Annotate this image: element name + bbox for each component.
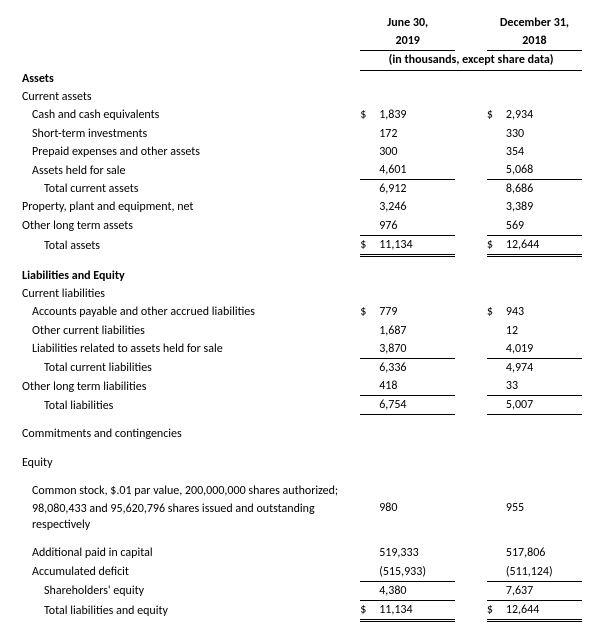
units-note: (in thousands, except share data) — [360, 51, 582, 70]
row-value: 11,134 — [379, 600, 455, 620]
currency-symbol: $ — [360, 106, 379, 124]
row-value: 172 — [379, 125, 455, 143]
currency-symbol: $ — [360, 303, 379, 321]
row-value: 4,974 — [506, 358, 582, 377]
current-liabilities-header: Current liabilities — [18, 285, 360, 303]
table-row: Assets held for sale 4,601 5,068 — [18, 161, 582, 180]
row-value: 519,333 — [379, 544, 455, 562]
row-value: 418 — [379, 377, 455, 396]
row-label: Total liabilities — [18, 396, 360, 415]
row-value: 12,644 — [506, 235, 582, 255]
row-label: Common stock, $.01 par value, 200,000,00… — [18, 482, 360, 500]
equity-header: Equity — [18, 454, 360, 472]
row-value: 8,686 — [506, 180, 582, 199]
table-row: Common stock, $.01 par value, 200,000,00… — [18, 482, 582, 500]
row-label: Total assets — [18, 235, 360, 255]
row-value: 943 — [506, 303, 582, 321]
commitments-header: Commitments and contingencies — [18, 425, 360, 443]
row-value: 33 — [506, 377, 582, 396]
row-value: 12,644 — [506, 600, 582, 620]
period-1-line2: 2019 — [360, 32, 455, 51]
row-label: Other current liabilities — [18, 322, 360, 340]
row-label: Total current liabilities — [18, 358, 360, 377]
balance-sheet-table: June 30, December 31, 2019 2018 (in thou… — [18, 14, 582, 622]
row-label: Accounts payable and other accrued liabi… — [18, 303, 360, 321]
row-value: 1,687 — [379, 322, 455, 340]
period-2-line2: 2018 — [487, 32, 582, 51]
currency-symbol: $ — [360, 235, 379, 255]
period-1-line1: June 30, — [360, 14, 455, 32]
row-label: Prepaid expenses and other assets — [18, 143, 360, 161]
table-row: Prepaid expenses and other assets 300 35… — [18, 143, 582, 161]
row-value: 3,246 — [379, 198, 455, 216]
row-value: 6,336 — [379, 358, 455, 377]
row-value: 5,068 — [506, 161, 582, 180]
row-label: Shareholders' equity — [18, 581, 360, 600]
table-row: Total current assets 6,912 8,686 — [18, 180, 582, 199]
row-value: 569 — [506, 217, 582, 236]
row-label: Other long term liabilities — [18, 377, 360, 396]
table-row: Other current liabilities 1,687 12 — [18, 322, 582, 340]
row-label: Liabilities related to assets held for s… — [18, 340, 360, 359]
table-row: Total liabilities 6,754 5,007 — [18, 396, 582, 415]
row-value: (515,933) — [379, 563, 455, 582]
table-row: Short-term investments 172 330 — [18, 125, 582, 143]
current-assets-header: Current assets — [18, 88, 360, 106]
table-row: Liabilities related to assets held for s… — [18, 340, 582, 359]
row-value: 7,637 — [506, 581, 582, 600]
row-label: Other long term assets — [18, 217, 360, 236]
row-value: 3,389 — [506, 198, 582, 216]
table-row: Total current liabilities 6,336 4,974 — [18, 358, 582, 377]
row-value: 976 — [379, 217, 455, 236]
liabilities-equity-header: Liabilities and Equity — [18, 267, 360, 285]
row-value: 955 — [506, 482, 582, 535]
row-value: 12 — [506, 322, 582, 340]
table-row: Other long term assets 976 569 — [18, 217, 582, 236]
row-value: 4,601 — [379, 161, 455, 180]
currency-symbol: $ — [360, 600, 379, 620]
row-value: 517,806 — [506, 544, 582, 562]
currency-symbol: $ — [487, 235, 506, 255]
assets-header: Assets — [18, 70, 360, 88]
row-value: 4,380 — [379, 581, 455, 600]
table-row: Other long term liabilities 418 33 — [18, 377, 582, 396]
row-value: 3,870 — [379, 340, 455, 359]
row-label: Total current assets — [18, 180, 360, 199]
table-row: Shareholders' equity 4,380 7,637 — [18, 581, 582, 600]
row-value: 1,839 — [379, 106, 455, 124]
row-label: Assets held for sale — [18, 161, 360, 180]
row-label: 98,080,433 and 95,620,796 shares issued … — [18, 500, 360, 534]
row-value: 779 — [379, 303, 455, 321]
period-2-line1: December 31, — [487, 14, 582, 32]
row-value: 11,134 — [379, 235, 455, 255]
row-label: Short-term investments — [18, 125, 360, 143]
row-label: Total liabilities and equity — [18, 600, 360, 620]
currency-symbol: $ — [487, 303, 506, 321]
row-value: 2,934 — [506, 106, 582, 124]
row-label: Cash and cash equivalents — [18, 106, 360, 124]
row-value: 980 — [379, 482, 455, 535]
row-value: 6,754 — [379, 396, 455, 415]
row-value: 330 — [506, 125, 582, 143]
table-row: Additional paid in capital 519,333 517,8… — [18, 544, 582, 562]
row-value: 300 — [379, 143, 455, 161]
row-value: 6,912 — [379, 180, 455, 199]
table-row: Total liabilities and equity $ 11,134 $ … — [18, 600, 582, 620]
row-value: (511,124) — [506, 563, 582, 582]
row-label: Property, plant and equipment, net — [18, 198, 360, 216]
table-row: Property, plant and equipment, net 3,246… — [18, 198, 582, 216]
table-row: Accumulated deficit (515,933) (511,124) — [18, 563, 582, 582]
row-value: 4,019 — [506, 340, 582, 359]
table-row: Accounts payable and other accrued liabi… — [18, 303, 582, 321]
row-value: 5,007 — [506, 396, 582, 415]
table-row: Cash and cash equivalents $ 1,839 $ 2,93… — [18, 106, 582, 124]
currency-symbol: $ — [487, 106, 506, 124]
row-label: Accumulated deficit — [18, 563, 360, 582]
currency-symbol: $ — [487, 600, 506, 620]
table-row: Total assets $ 11,134 $ 12,644 — [18, 235, 582, 255]
row-label: Additional paid in capital — [18, 544, 360, 562]
row-value: 354 — [506, 143, 582, 161]
